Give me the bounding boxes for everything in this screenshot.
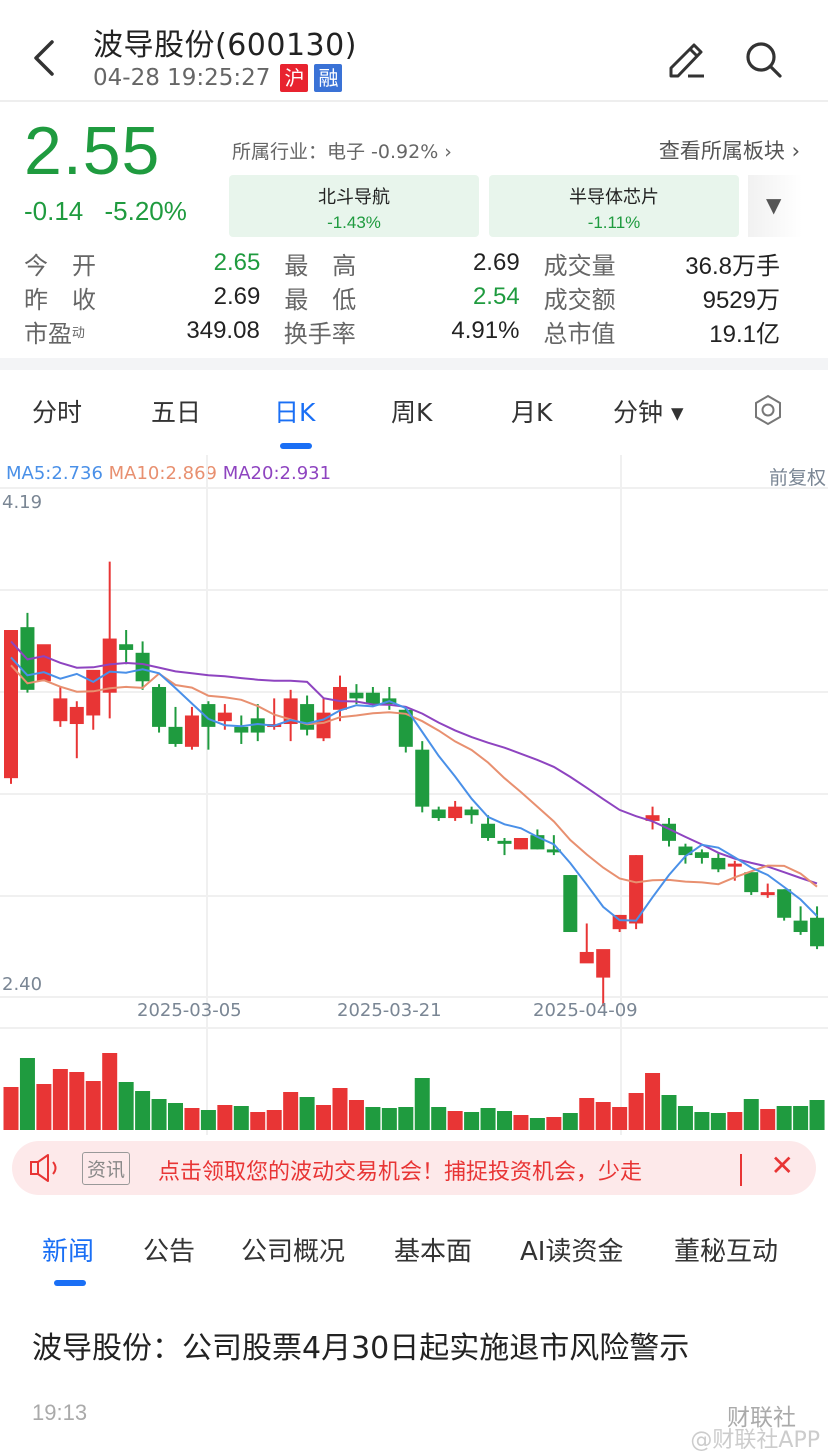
chart-tab[interactable]: 五日 [151,398,202,427]
stat-value: 349.08 [186,317,260,344]
sector-name: 半导体芯片 [569,187,659,208]
current-price: 2.55 [24,113,161,189]
info-tab[interactable]: 公告 [143,1237,196,1267]
stat-value: 2.65 [213,249,261,276]
info-tab[interactable]: AI读资金 [520,1237,624,1267]
chart-settings-icon[interactable] [754,394,782,426]
info-tabs: 新闻 公告 公司概况 基本面 AI读资金 董秘互动 [0,1225,828,1295]
news-headline[interactable]: 波导股份：公司股票4月30日起实施退市风险警示 [32,1331,690,1366]
info-tab[interactable]: 新闻 [42,1237,95,1267]
chart-tab[interactable]: 月K [511,398,553,427]
price-change: -0.14 -5.20% [24,196,187,227]
stat-label-sup: 动 [71,325,85,341]
stat-value: 19.1亿 [709,320,780,348]
speaker-icon [30,1154,57,1182]
stat-label: 市盈 [24,319,72,348]
stat-value: 2.69 [472,249,520,276]
stat-label: 最 高 [284,251,357,280]
top-nav-bar: 波导股份(600130) 04-28 19:25:27 沪 融 [0,0,828,102]
active-tab-indicator [54,1280,86,1286]
kline-chart[interactable]: MA5:2.736 MA10:2.869 MA20:2.931 前复权 4.19… [0,455,828,1145]
banner-text[interactable]: 点击领取您的波动交易机会！捕捉投资机会，少走 [158,1154,742,1186]
section-divider [0,358,828,370]
stat-value: 2.54 [472,283,520,310]
price-change-abs: -0.14 [24,196,84,226]
stat-label: 成交量 [543,251,616,280]
weibo-watermark: @财联社APP [690,1428,820,1453]
sector-chip-beidou[interactable]: 北斗导航 -1.43% [229,175,479,237]
stats-row: 今 开 2.65 最 高 2.69 成交量 36.8万手 [24,246,804,280]
info-tab[interactable]: 基本面 [394,1237,473,1267]
quote-datetime: 04-28 19:25:27 [93,65,271,91]
chart-tab[interactable]: 分钟 ▾ [613,398,684,427]
info-tab[interactable]: 董秘互动 [674,1237,779,1267]
stat-value: 2.69 [213,283,261,310]
news-tag: 资讯 [82,1152,131,1185]
stock-title: 波导股份(600130) [93,28,357,63]
edit-pencil-icon[interactable] [666,40,710,80]
stat-value: 9529万 [702,286,780,314]
industry-link[interactable]: 所属行业：电子 -0.92% › [232,141,452,163]
x-axis-date: 2025-03-05 [137,1000,242,1021]
market-tag-sh: 沪 [280,64,309,92]
candlestick-plot [0,455,828,1135]
price-adjust-mode[interactable]: 前复权 [768,467,826,489]
caret-down-icon: ▼ [766,193,782,217]
search-icon[interactable] [744,40,784,80]
chart-tab[interactable]: 分时 [32,398,83,427]
x-axis-date: 2025-04-09 [533,1000,638,1021]
news-source: 财联社 [727,1405,796,1431]
quote-stats-grid: 今 开 2.65 最 高 2.69 成交量 36.8万手昨 收 2.69 最 低 2.54 成交额… [24,246,804,348]
news-time: 19:13 [32,1400,88,1425]
y-axis-max: 4.19 [2,492,43,513]
ma-legend: MA5:2.736 MA10:2.869 MA20:2.931 [6,463,331,484]
y-axis-min: 2.40 [2,974,43,995]
info-tab[interactable]: 公司概况 [241,1237,346,1267]
ma20-value: MA20:2.931 [222,463,332,484]
stat-label: 今 开 [24,251,96,280]
stat-label: 成交额 [543,285,616,314]
stat-value: 36.8万手 [685,252,780,280]
quote-datetime-row: 04-28 19:25:27 沪 融 [93,64,343,92]
ma10-value: MA10:2.869 [108,463,217,484]
x-axis-date: 2025-03-21 [337,1000,442,1021]
stat-label: 换手率 [283,319,356,348]
active-tab-indicator [280,443,312,449]
chart-tab[interactable]: 周K [391,398,433,427]
price-change-pct: -5.20% [104,196,187,226]
chart-period-tabs: 分时 五日 日K 周K 月K 分钟 ▾ [0,380,828,450]
view-sectors-link[interactable]: 查看所属板块 › [658,139,800,163]
ma5-value: MA5:2.736 [6,463,103,484]
promo-banner[interactable]: 资讯 点击领取您的波动交易机会！捕捉投资机会，少走 ✕ [12,1141,816,1195]
stats-row: 昨 收 2.69 最 低 2.54 成交额 9529万 [24,280,804,314]
back-arrow-icon[interactable] [30,38,60,78]
stats-row: 市盈动 349.08 换手率 4.91% 总市值 19.1亿 [24,314,804,348]
sector-name: 北斗导航 [318,187,390,208]
stat-label: 总市值 [543,319,616,348]
more-sectors-button[interactable]: ▼ [748,175,802,237]
stat-value: 4.91% [451,317,520,344]
stat-label: 昨 收 [24,285,96,314]
chart-tab[interactable]: 日K [274,398,316,427]
sector-change: -1.43% [327,213,381,232]
sector-chip-semiconductor[interactable]: 半导体芯片 -1.11% [489,175,739,237]
margin-trading-tag: 融 [314,64,343,92]
close-icon[interactable]: ✕ [770,1149,794,1182]
sector-change: -1.11% [587,213,641,232]
stat-label: 最 低 [284,285,357,314]
